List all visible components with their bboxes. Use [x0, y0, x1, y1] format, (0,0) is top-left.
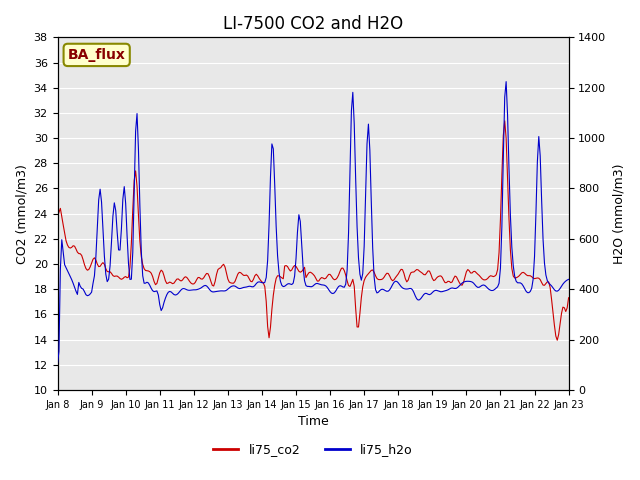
Y-axis label: H2O (mmol/m3): H2O (mmol/m3) [612, 163, 625, 264]
X-axis label: Time: Time [298, 415, 328, 428]
Title: LI-7500 CO2 and H2O: LI-7500 CO2 and H2O [223, 15, 403, 33]
Y-axis label: CO2 (mmol/m3): CO2 (mmol/m3) [15, 164, 28, 264]
Legend: li75_co2, li75_h2o: li75_co2, li75_h2o [209, 438, 418, 461]
Text: BA_flux: BA_flux [68, 48, 125, 62]
